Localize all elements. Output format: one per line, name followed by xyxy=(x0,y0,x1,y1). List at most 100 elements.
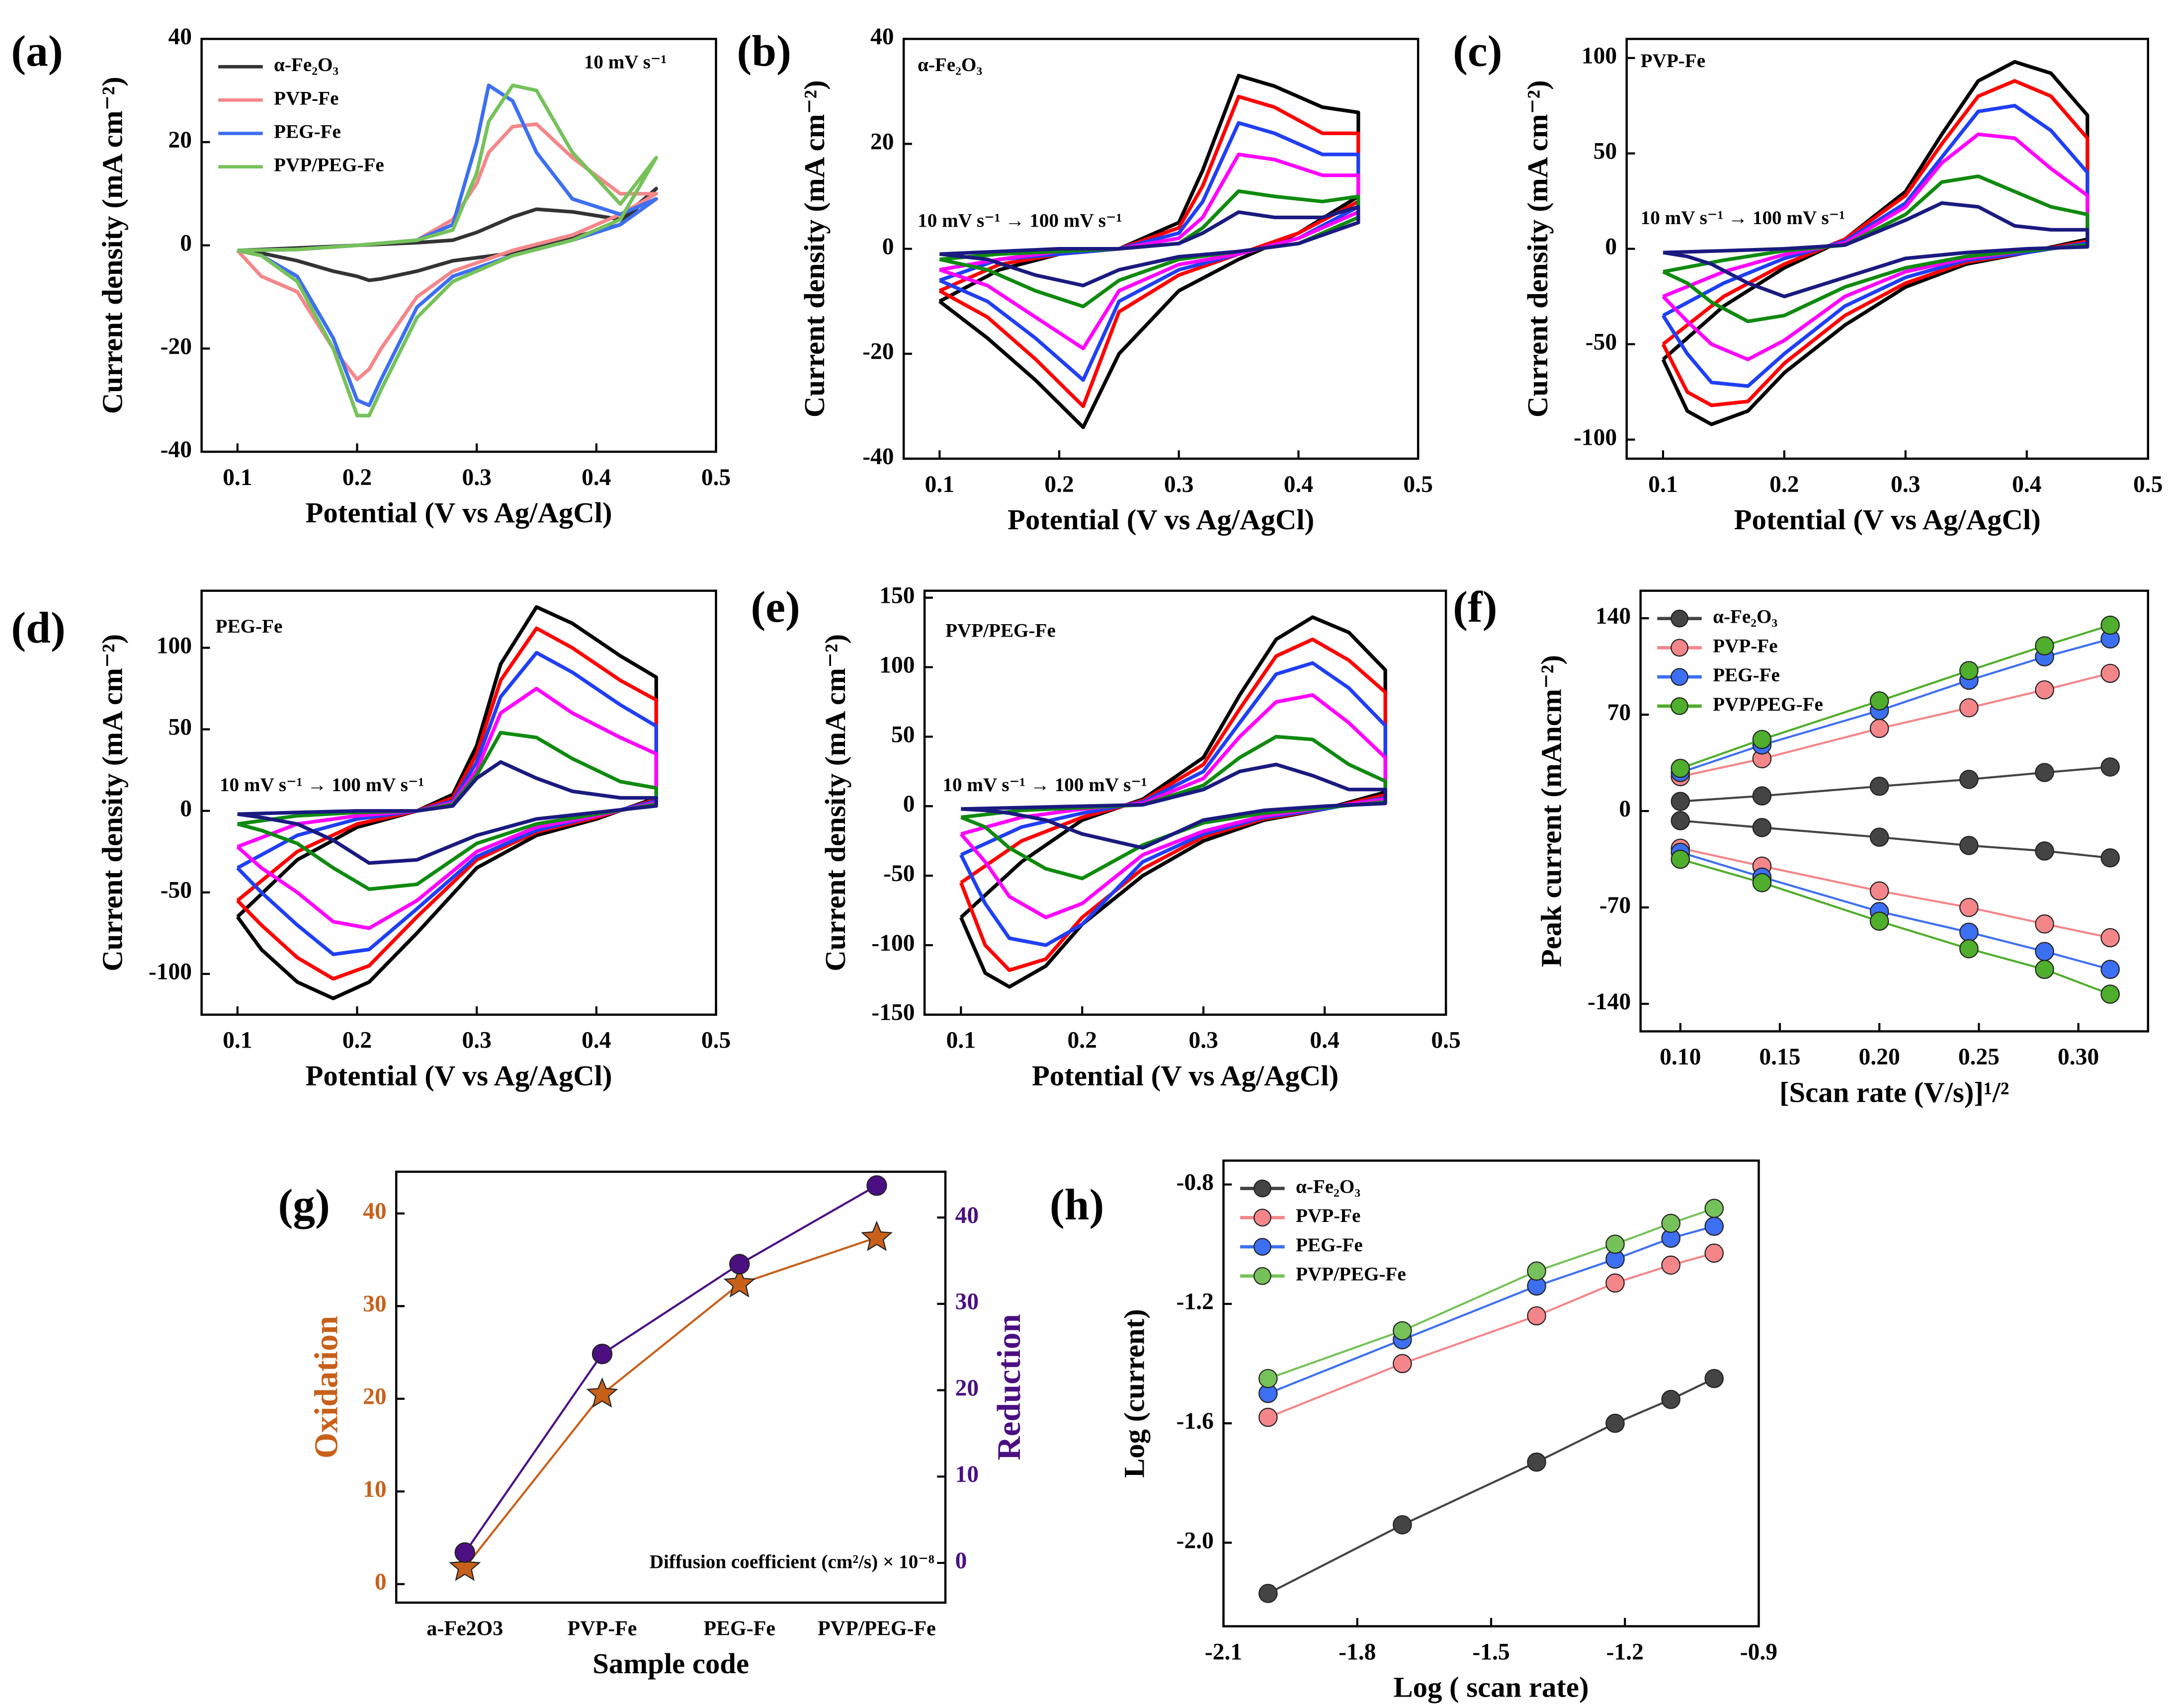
legend-label: α-Fe₂O₃ xyxy=(274,54,338,76)
series-line xyxy=(1680,851,2111,971)
y-tick-label: -40 xyxy=(161,437,192,463)
point-marker xyxy=(1393,1515,1412,1535)
y-tick-label: 0 xyxy=(1619,796,1631,822)
point-marker xyxy=(1869,719,1889,738)
point-marker xyxy=(2100,757,2120,777)
x-axis-title: Potential (V vs Ag/AgCl) xyxy=(306,496,612,529)
point-marker xyxy=(1752,786,1772,806)
legend-label: PEG-Fe xyxy=(1296,1234,1363,1256)
annotation: 10 mV s⁻¹ → 100 mV s⁻¹ xyxy=(918,210,1122,232)
plot-frame xyxy=(1639,589,2149,1033)
x-tick-label: 0.1 xyxy=(223,1028,252,1054)
panel-label: (f) xyxy=(1453,582,1497,632)
y-tick-label: 0 xyxy=(882,234,894,260)
point-marker xyxy=(1527,1452,1546,1472)
series-line xyxy=(1267,1378,1715,1595)
x-tick-label: 0.3 xyxy=(1891,472,1920,497)
point-marker xyxy=(2035,960,2054,979)
point-marker xyxy=(1661,1389,1680,1409)
point-marker xyxy=(1671,811,1690,830)
x-tick-label: 0.4 xyxy=(2012,472,2041,497)
point-marker xyxy=(2100,615,2120,635)
y-tick-label: 0 xyxy=(903,791,915,817)
plot-frame xyxy=(1222,1159,1760,1627)
point-marker xyxy=(1959,922,1979,942)
y-tick-label: -70 xyxy=(1599,893,1631,918)
x-tick-label: -0.9 xyxy=(1740,1639,1777,1665)
y-tick-label: -100 xyxy=(149,959,192,985)
legend-label: PVP-Fe xyxy=(274,87,338,109)
series-line xyxy=(236,122,658,382)
x-tick-label: 0.5 xyxy=(1431,1028,1460,1054)
point-marker xyxy=(1959,939,1979,959)
panel-label: (h) xyxy=(1050,1180,1104,1229)
series-line xyxy=(959,661,1387,947)
legend-label: PVP-Fe xyxy=(1296,1205,1360,1226)
y-tick-label: 0 xyxy=(1605,234,1617,260)
x-tick-label: PVP/PEG-Fe xyxy=(818,1618,936,1640)
series-line xyxy=(1679,624,2111,770)
point-marker xyxy=(1605,1413,1625,1433)
x-axis-title: Potential (V vs Ag/AgCl) xyxy=(1734,503,2041,536)
point-marker xyxy=(1704,1217,1724,1236)
x-tick-label: 0.1 xyxy=(1648,472,1677,497)
y-axis-title: Oxidation xyxy=(307,1316,344,1459)
x-tick-label: 0.2 xyxy=(1068,1028,1097,1054)
panel-label: (d) xyxy=(11,603,65,652)
annotation: PVP/PEG-Fe xyxy=(945,620,1056,642)
x-tick-label: 0.5 xyxy=(701,1028,731,1054)
point-marker xyxy=(1704,1199,1724,1218)
y-tick-label: 20 xyxy=(168,127,192,153)
series-line xyxy=(1680,638,2111,774)
annotation: 10 mV s⁻¹ → 100 mV s⁻¹ xyxy=(1641,207,1845,229)
point-marker xyxy=(1752,730,1772,749)
legend-marker xyxy=(1671,697,1688,715)
y-tick-label: 40 xyxy=(168,24,192,50)
x-tick-label: -1.5 xyxy=(1472,1639,1509,1665)
y2-tick-label: 0 xyxy=(955,1548,967,1574)
y-tick-label: -20 xyxy=(161,333,192,359)
annotation: PEG-Fe xyxy=(216,616,283,637)
legend-marker xyxy=(1253,1238,1271,1256)
x-tick-label: 0.2 xyxy=(1044,472,1074,497)
point-marker xyxy=(2100,928,2120,948)
point-marker xyxy=(1258,1369,1278,1388)
point-marker xyxy=(591,1343,613,1365)
series-line xyxy=(1680,858,2111,995)
point-marker xyxy=(2100,848,2120,868)
point-marker xyxy=(2035,914,2054,934)
point-marker xyxy=(1959,698,1979,718)
y-tick-label: 100 xyxy=(1582,43,1617,69)
point-marker xyxy=(2035,763,2054,782)
point-marker xyxy=(1752,873,1772,893)
legend-marker xyxy=(1253,1179,1271,1198)
x-tick-label: 0.3 xyxy=(462,1028,491,1054)
x-tick-label: 0.2 xyxy=(342,465,372,490)
x-tick-label: 0.20 xyxy=(1859,1044,1900,1070)
y-axis-title: Current density (mA cm⁻²) xyxy=(798,80,831,417)
point-marker xyxy=(2100,960,2120,979)
star-marker xyxy=(861,1220,893,1251)
legend-label: α-Fe₂O₃ xyxy=(1713,606,1777,628)
y-tick-label: -100 xyxy=(871,930,915,956)
x-axis-title: Potential (V vs Ag/AgCl) xyxy=(1032,1059,1339,1092)
point-marker xyxy=(1869,881,1889,901)
series-line xyxy=(237,83,658,407)
annotation: PVP-Fe xyxy=(1641,50,1705,72)
y-tick-label: 40 xyxy=(870,24,894,50)
y-tick-label: 0 xyxy=(180,796,192,822)
point-marker xyxy=(1869,691,1889,711)
y2-tick-label: 30 xyxy=(955,1289,979,1315)
series-line xyxy=(1680,766,2110,803)
x-tick-label: 0.2 xyxy=(342,1028,372,1054)
series-line xyxy=(464,1184,877,1553)
x-tick-label: 0.4 xyxy=(1310,1028,1339,1054)
x-tick-label: 0.15 xyxy=(1759,1044,1800,1070)
legend-marker xyxy=(1671,668,1688,686)
y-axis-title: Current density (mA cm⁻²) xyxy=(96,634,129,972)
point-marker xyxy=(1671,849,1690,869)
y-tick-label: 100 xyxy=(879,652,915,678)
y-tick-label: -2.0 xyxy=(1176,1528,1214,1553)
y2-tick-label: 10 xyxy=(955,1462,979,1487)
x-tick-label: 0.2 xyxy=(1769,472,1799,497)
